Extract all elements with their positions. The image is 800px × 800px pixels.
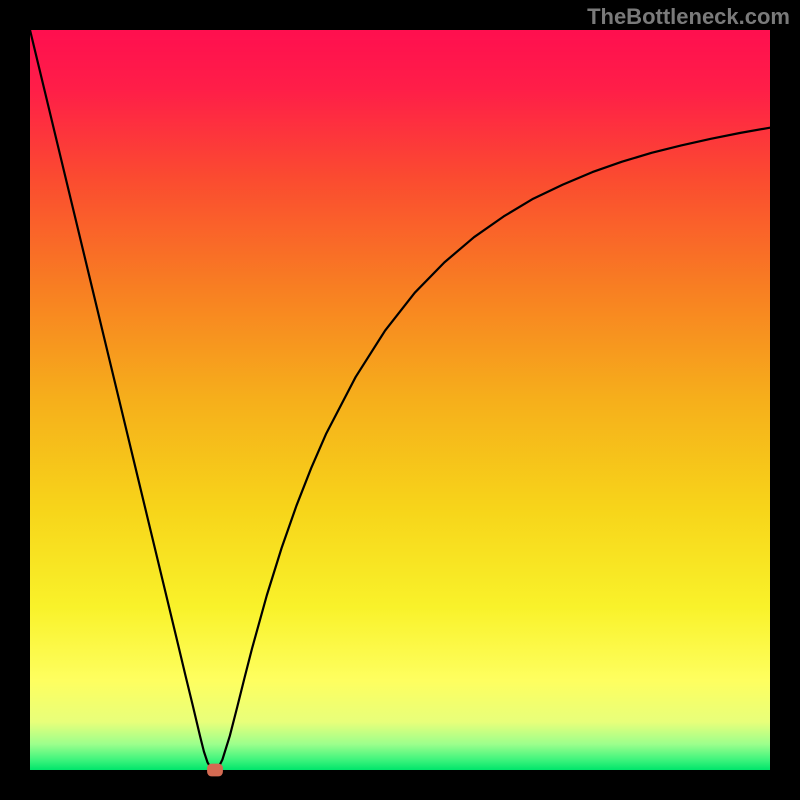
watermark-text: TheBottleneck.com xyxy=(587,4,790,30)
bottleneck-chart xyxy=(0,0,800,800)
minimum-marker xyxy=(208,764,223,776)
chart-root: TheBottleneck.com xyxy=(0,0,800,800)
plot-background xyxy=(30,30,770,770)
